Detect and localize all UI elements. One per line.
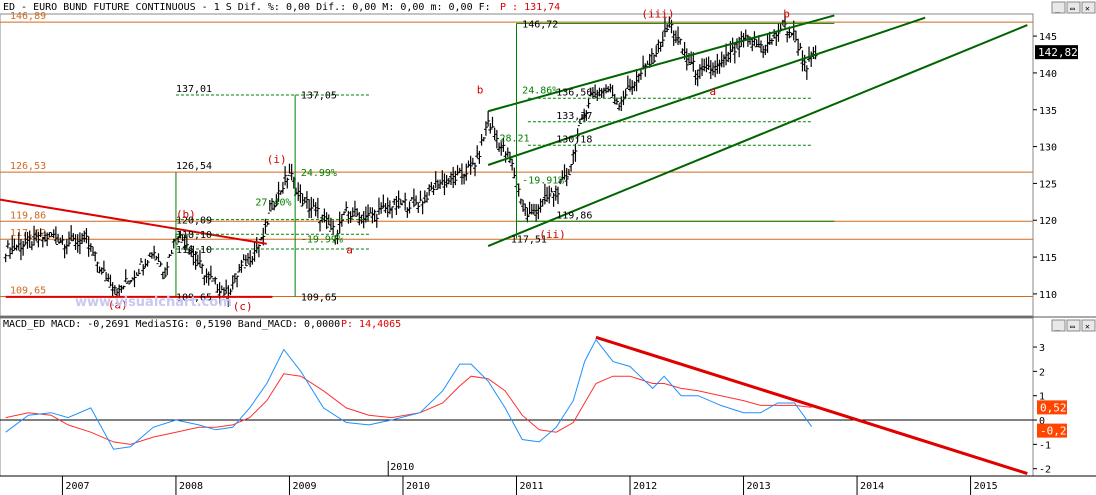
horizontal-level-label: 119,86 <box>10 210 46 221</box>
percent-label: -19.91% <box>522 175 564 186</box>
main-minimize-button-frame[interactable] <box>1051 1 1066 14</box>
y-tick-label: 125 <box>1039 179 1057 190</box>
fib-label: 116,10 <box>176 245 212 256</box>
year-label: 2015 <box>974 481 998 492</box>
macd-close-button-icon: ✕ <box>1085 322 1090 331</box>
wave-label: (i) <box>267 153 287 166</box>
wave-label: (a) <box>108 299 128 312</box>
fib-label: 130,18 <box>556 134 592 145</box>
wave-label: (iii) <box>641 8 674 21</box>
fib-label: 126,54 <box>176 161 212 172</box>
y-tick-label: 135 <box>1039 106 1057 117</box>
year-label: 2009 <box>292 481 316 492</box>
y-tick-label: 120 <box>1039 216 1057 227</box>
y-tick-label: 145 <box>1039 32 1057 43</box>
year-label: 2008 <box>179 481 203 492</box>
last-price-label: 142,82 <box>1038 46 1078 59</box>
year-label: 2007 <box>65 481 89 492</box>
macd-plot-area[interactable] <box>0 317 1034 477</box>
main-minimize-button[interactable]: _ <box>1051 1 1066 14</box>
red-trend-line <box>0 198 267 245</box>
y-tick-label: 115 <box>1039 253 1057 264</box>
macd-y-tick-label: 2 <box>1039 367 1045 378</box>
fib-label: 118,10 <box>176 230 212 241</box>
fib-label: 133,37 <box>556 111 592 122</box>
percent-label: 24.99% <box>301 168 337 179</box>
main-restore-button-frame[interactable] <box>1066 1 1081 14</box>
macd-close-button[interactable]: ✕ <box>1081 319 1096 332</box>
fib-label: 136,56 <box>556 87 592 98</box>
macd-header-price: P: 14,4065 <box>341 319 401 330</box>
main-header-price: P : 131,74 <box>500 2 560 13</box>
macd-value-box <box>1037 423 1067 438</box>
percent-label: 28.21 <box>499 133 529 144</box>
year-label: 2013 <box>747 481 771 492</box>
horizontal-level-label: 146,89 <box>10 11 46 22</box>
wave-label: (b) <box>176 208 196 221</box>
fib-label: 109,65 <box>301 292 337 303</box>
main-restore-button-icon: ▭ <box>1070 4 1075 13</box>
wave-label: a <box>346 243 353 256</box>
wave-label: b <box>783 8 790 21</box>
main-close-button-icon: ✕ <box>1085 4 1090 13</box>
main-header-text: ED - EURO BUND FUTURE CONTINUOUS - 1 S D… <box>3 2 491 13</box>
signal-value-label: 0,52 <box>1040 401 1067 414</box>
macd-header-text: MACD_ED MACD: -0,2691 MediaSIG: 0,5190 B… <box>3 319 340 330</box>
wave-label: a <box>709 85 716 98</box>
y-tick-label: 130 <box>1039 143 1057 154</box>
wave-label: b <box>477 84 484 97</box>
macd-y-tick-label: 0 <box>1039 416 1045 427</box>
fib-label: 137,05 <box>301 91 337 102</box>
macd-restore-button-frame[interactable] <box>1066 319 1081 332</box>
percent-label: 24.86% <box>522 86 558 97</box>
macd-minimize-button-icon: _ <box>1055 322 1060 331</box>
main-close-button[interactable]: ✕ <box>1081 1 1096 14</box>
macd-restore-button-icon: ▭ <box>1070 322 1075 331</box>
fib-label: 146,72 <box>522 19 558 30</box>
year-label: 2010 <box>406 481 430 492</box>
y-tick-label: 140 <box>1039 69 1057 80</box>
watermark-text: www.visualchart.com <box>75 295 232 310</box>
macd-minimize-button-frame[interactable] <box>1051 319 1066 332</box>
fib-label: 117,51 <box>511 235 547 246</box>
horizontal-level-label: 109,65 <box>10 285 46 296</box>
x-marker-label: 2010 <box>390 462 414 473</box>
percent-label: 27.40% <box>255 198 291 209</box>
macd-restore-button[interactable]: ▭ <box>1066 319 1081 332</box>
main-close-button-frame[interactable] <box>1081 1 1096 14</box>
fib-label: 119,86 <box>556 210 592 221</box>
macd-line <box>5 338 813 450</box>
macd-y-tick-label: -1 <box>1039 440 1051 451</box>
macd-y-tick-label: 1 <box>1039 392 1045 403</box>
macd-close-button-frame[interactable] <box>1081 319 1096 332</box>
signal-line <box>5 373 812 445</box>
percent-label: -19.99% <box>301 234 343 245</box>
macd-minimize-button[interactable]: _ <box>1051 319 1066 332</box>
year-label: 2012 <box>633 481 657 492</box>
wave-label: (ii) <box>539 228 566 241</box>
macd-y-tick-label: -2 <box>1039 465 1051 476</box>
horizontal-level-label: 126,53 <box>10 161 46 172</box>
macd-value-label: -0,27 <box>1040 425 1073 438</box>
signal-value-box <box>1037 400 1067 415</box>
year-label: 2014 <box>860 481 884 492</box>
fib-label: 137,01 <box>176 84 212 95</box>
fib-label: 109,65 <box>176 292 212 303</box>
main-restore-button[interactable]: ▭ <box>1066 1 1081 14</box>
last-price-box <box>1035 45 1078 60</box>
macd-trend-line <box>595 335 1028 475</box>
macd-y-tick-label: 3 <box>1039 343 1045 354</box>
y-tick-label: 110 <box>1039 290 1057 301</box>
fib-label: 120,09 <box>176 216 212 227</box>
main-minimize-button-icon: _ <box>1055 4 1060 13</box>
wave-label: (c) <box>233 300 253 313</box>
channel-top-line <box>487 14 835 113</box>
channel-bottom-line <box>487 24 1028 247</box>
year-label: 2011 <box>520 481 544 492</box>
channel-middle-line <box>487 16 926 166</box>
